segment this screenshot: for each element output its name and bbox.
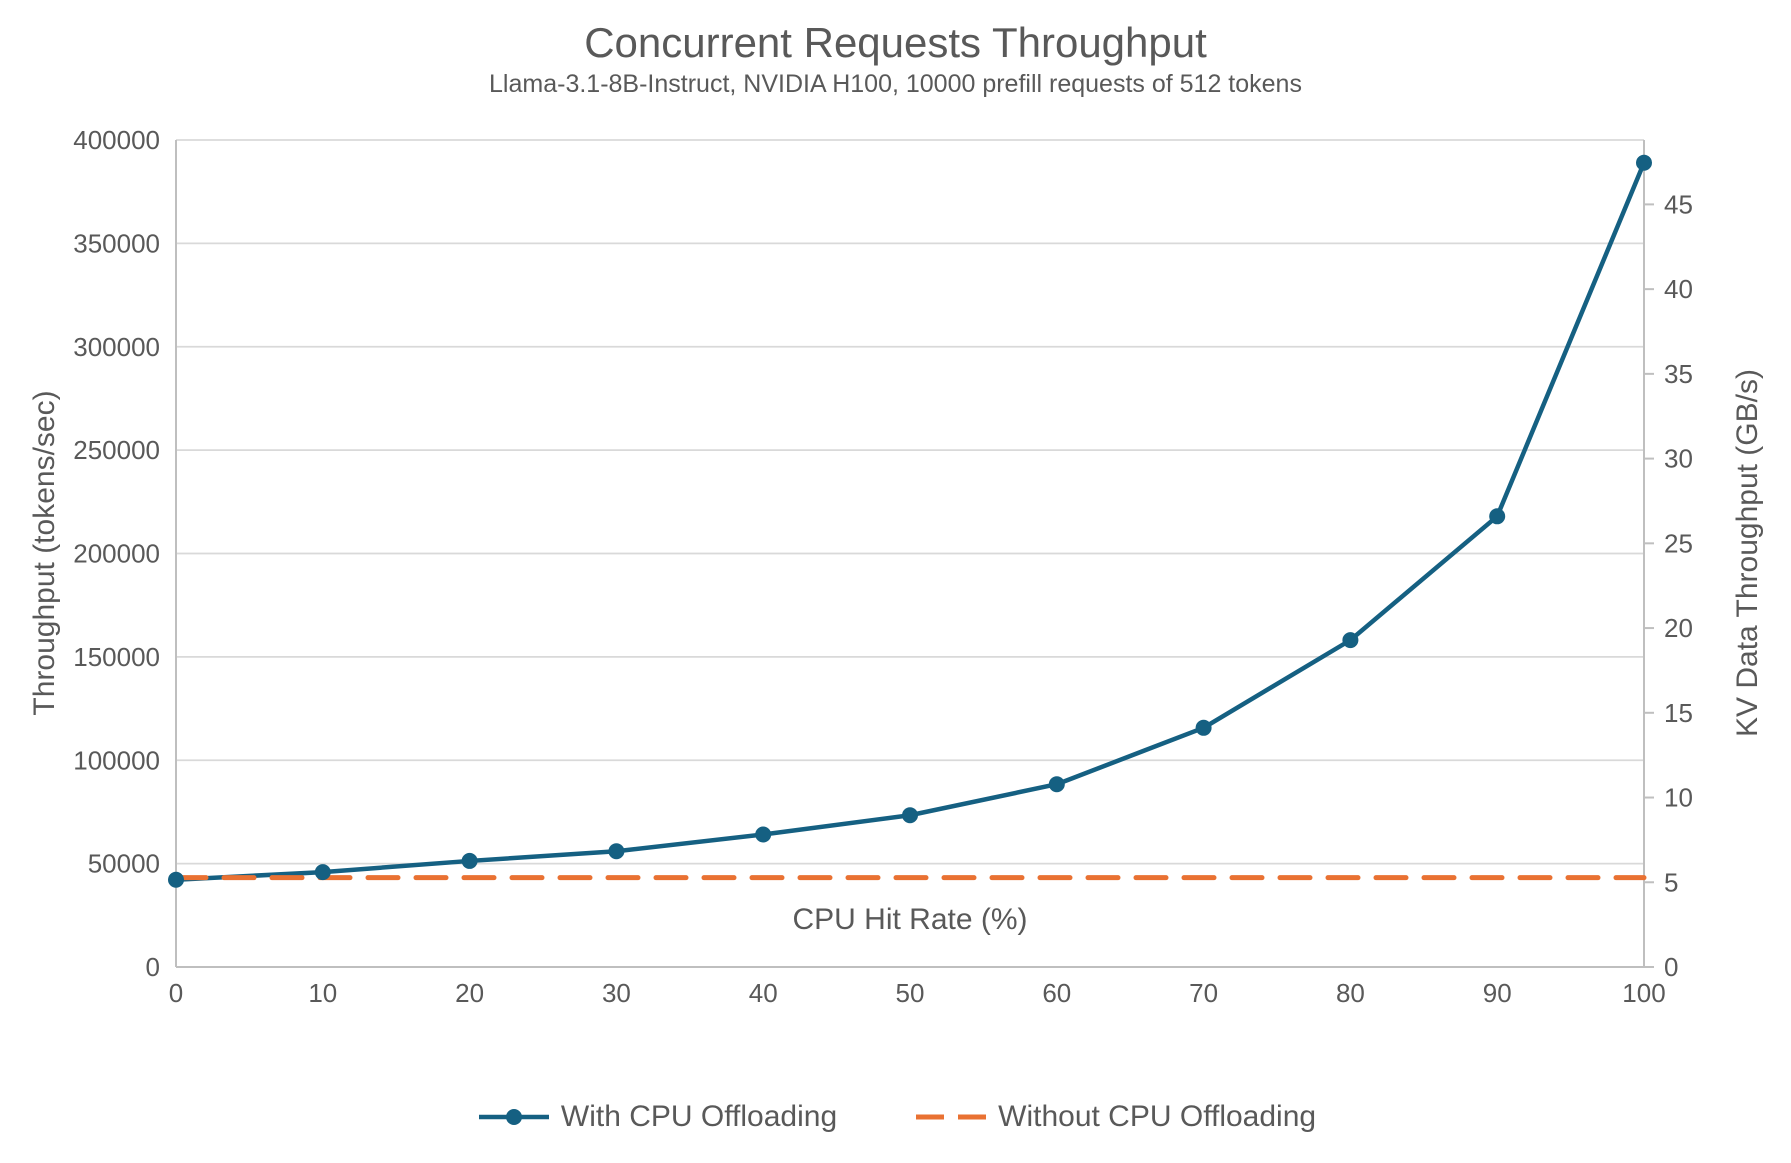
data-point xyxy=(608,843,625,860)
data-point xyxy=(168,871,184,888)
x-axis-tick-label: 20 xyxy=(455,978,484,1008)
legend-line-dot-icon xyxy=(478,1109,549,1125)
right-axis-tick-label: 20 xyxy=(1664,613,1693,643)
data-point xyxy=(1489,508,1506,525)
chart-title: Concurrent Requests Throughput xyxy=(584,19,1207,66)
legend-label: With CPU Offloading xyxy=(560,1100,838,1133)
legend-item-without-offloading: Without CPU Offloading xyxy=(912,1100,1316,1134)
right-axis-tick-label: 30 xyxy=(1664,444,1693,474)
data-point xyxy=(314,864,331,881)
x-axis-tick-label: 90 xyxy=(1483,978,1512,1008)
data-point xyxy=(902,807,918,824)
gridlines xyxy=(176,139,1644,865)
right-axis-tick-label: 45 xyxy=(1664,189,1693,219)
right-axis-tick-label: 0 xyxy=(1664,952,1678,982)
legend: With CPU Offloading Without CPU Offloadi… xyxy=(0,1100,1791,1134)
data-point xyxy=(1342,632,1359,649)
right-axis-tick-label: 25 xyxy=(1664,528,1693,558)
right-axis-tick-label: 40 xyxy=(1664,274,1693,304)
data-point xyxy=(1195,719,1212,736)
left-axis-tick-label: 350000 xyxy=(73,228,160,258)
data-point xyxy=(461,852,478,869)
x-axis-tick-label: 70 xyxy=(1189,978,1218,1008)
axis-lines xyxy=(175,140,1645,968)
x-axis-tick-label: 10 xyxy=(308,978,337,1008)
left-axis-tick-label: 0 xyxy=(146,952,160,982)
x-axis-title: CPU Hit Rate (%) xyxy=(792,903,1028,936)
data-point xyxy=(755,826,772,843)
right-axis-tick-label: 35 xyxy=(1664,359,1693,389)
left-axis-tick-label: 200000 xyxy=(73,539,160,569)
legend-item-with-offloading: With CPU Offloading xyxy=(475,1100,837,1134)
left-axis-tick-label: 150000 xyxy=(73,642,160,672)
series-lines xyxy=(173,160,1647,883)
left-axis-tick-label: 100000 xyxy=(73,745,160,775)
left-axis-tick-label: 400000 xyxy=(73,125,160,155)
series-markers xyxy=(168,154,1652,888)
legend-dashed-line-icon xyxy=(916,1114,987,1120)
tick-labels: 0500001000001500002000002500003000003500… xyxy=(73,125,1693,1008)
right-axis-title: KV Data Throughput (GB/s) xyxy=(1731,369,1764,737)
data-point xyxy=(1048,776,1065,793)
left-axis-tick-label: 50000 xyxy=(88,849,160,879)
right-axis-tick-label: 5 xyxy=(1664,867,1678,897)
x-axis-tick-label: 100 xyxy=(1622,978,1665,1008)
right-axis-tick-label: 10 xyxy=(1664,783,1693,813)
x-axis-tick-label: 0 xyxy=(169,978,183,1008)
left-axis-tick-label: 300000 xyxy=(73,332,160,362)
x-axis-tick-label: 50 xyxy=(896,978,925,1008)
left-axis-title: Throughput (tokens/sec) xyxy=(28,390,61,716)
series-line-with-offloading xyxy=(173,160,1647,883)
right-axis-ticks xyxy=(1644,203,1654,968)
legend-label: Without CPU Offloading xyxy=(998,1100,1317,1133)
x-axis-tick-label: 30 xyxy=(602,978,631,1008)
x-axis-tick-label: 60 xyxy=(1042,978,1071,1008)
right-axis-tick-label: 15 xyxy=(1664,698,1693,728)
data-point xyxy=(1636,154,1652,171)
x-axis-tick-label: 80 xyxy=(1336,978,1365,1008)
left-axis-tick-label: 250000 xyxy=(73,435,160,465)
x-axis-tick-label: 40 xyxy=(749,978,778,1008)
chart-subtitle: Llama-3.1-8B-Instruct, NVIDIA H100, 1000… xyxy=(489,70,1302,98)
